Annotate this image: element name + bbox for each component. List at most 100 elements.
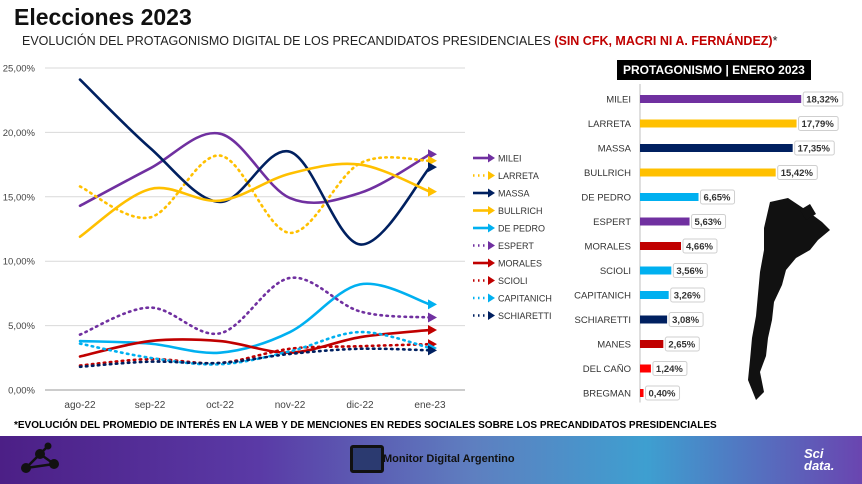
scidata-logo-sci: Sci xyxy=(804,446,824,461)
bar-value-box-manes xyxy=(664,336,700,352)
bar-manes xyxy=(640,340,664,348)
x-tick-label: nov-22 xyxy=(275,400,306,411)
y-tick-label: 20,00% xyxy=(3,128,36,139)
legend-label-milei: MILEI xyxy=(498,154,522,164)
bar-value-box-massa xyxy=(794,140,835,156)
scidata-logo: Sci data. xyxy=(804,446,835,473)
legend-label-espert: ESPERT xyxy=(498,241,534,251)
bar-value-massa: 17,35% xyxy=(798,144,831,155)
series-end-marker-morales xyxy=(428,324,437,335)
bar-larreta xyxy=(640,119,797,128)
bar-value-del-caño: 1,24% xyxy=(656,364,683,375)
legend-label-scioli: SCIOLI xyxy=(498,276,528,286)
legend-label-massa: MASSA xyxy=(498,189,530,199)
x-tick-label: ago-22 xyxy=(64,400,96,411)
bar-category-schiaretti: SCHIARETTI xyxy=(575,315,631,326)
bar-value-scioli: 3,56% xyxy=(676,266,703,277)
bar-category-scioli: SCIOLI xyxy=(600,266,631,277)
y-tick-label: 10,00% xyxy=(3,257,36,268)
argentina-map-icon xyxy=(748,198,830,400)
bar-morales xyxy=(640,242,682,250)
legend-label-de-pedro: DE PEDRO xyxy=(498,224,545,234)
bar-category-morales: MORALES xyxy=(585,242,631,253)
bar-chart: MILEI 18,32% LARRETA 17,79% MASSA 17,35% BULLR… xyxy=(574,84,844,403)
x-tick-label: ene-23 xyxy=(414,400,446,411)
legend-label-schiaretti: SCHIARETTI xyxy=(498,311,552,321)
bar-category-de-pedro: DE PEDRO xyxy=(581,193,631,204)
bar-scioli xyxy=(640,266,672,275)
bar-category-larreta: LARRETA xyxy=(588,119,632,130)
legend-arrow-scioli xyxy=(488,276,495,285)
legend-arrow-capitanich xyxy=(488,293,495,303)
page-subtitle: EVOLUCIÓN DEL PROTAGONISMO DIGITAL DE LO… xyxy=(22,34,777,48)
bar-category-massa: MASSA xyxy=(598,144,632,155)
bar-value-larreta: 17,79% xyxy=(802,119,835,130)
subtitle-asterisk: * xyxy=(772,34,778,48)
series-line-de-pedro xyxy=(78,282,432,355)
bar-value-capitanich: 3,26% xyxy=(674,291,701,302)
subtitle-exclusion: (SIN CFK, MACRI NI A. FERNÁNDEZ) xyxy=(554,34,773,48)
bar-category-manes: MANES xyxy=(597,340,631,351)
bar-category-bregman: BREGMAN xyxy=(583,389,631,400)
y-tick-label: 0,00% xyxy=(8,386,35,397)
bar-chart-title: PROTAGONISMO | ENERO 2023 xyxy=(617,60,811,80)
bar-value-box-del-caño xyxy=(652,361,688,376)
x-tick-label: oct-22 xyxy=(206,400,234,411)
bar-value-box-schiaretti xyxy=(668,312,704,327)
legend-label-bullrich: BULLRICH xyxy=(498,206,543,216)
bar-value-morales: 4,66% xyxy=(686,242,713,253)
y-tick-label: 15,00% xyxy=(3,192,36,203)
legend-arrow-espert xyxy=(488,241,495,250)
bar-category-bullrich: BULLRICH xyxy=(584,168,631,179)
subtitle-main: EVOLUCIÓN DEL PROTAGONISMO DIGITAL DE LO… xyxy=(22,34,551,48)
bar-category-milei: MILEI xyxy=(606,95,631,106)
scidata-logo-data: data. xyxy=(804,458,835,473)
line-chart: 0,00% 5,00% 10,00% 15,00% 20,00% 25,00% ago-22… xyxy=(3,64,552,412)
bar-value-de-pedro: 6,65% xyxy=(704,193,731,204)
series-end-marker-de-pedro xyxy=(428,299,437,310)
bar-category-espert: ESPERT xyxy=(593,217,631,228)
bar-value-schiaretti: 3,08% xyxy=(672,315,699,326)
bar-milei xyxy=(640,95,802,103)
bar-value-box-larreta xyxy=(798,116,839,131)
x-tick-label: dic-22 xyxy=(346,400,374,411)
series-line-espert xyxy=(78,276,432,336)
legend-arrow-milei xyxy=(488,153,495,163)
series-line-milei xyxy=(78,131,432,208)
bar-value-bullrich: 15,42% xyxy=(781,168,814,179)
network-icon xyxy=(21,442,59,473)
monitor-icon xyxy=(350,445,384,473)
bar-bullrich xyxy=(640,168,776,177)
legend-label-capitanich: CAPITANICH xyxy=(498,294,552,304)
y-tick-label: 5,00% xyxy=(8,321,35,332)
legend-label-morales: MORALES xyxy=(498,259,542,269)
bar-value-box-milei xyxy=(802,91,844,107)
page-title: Elecciones 2023 xyxy=(14,4,192,30)
bar-value-bregman: 0,40% xyxy=(649,389,676,400)
series-line-schiaretti xyxy=(78,347,432,369)
bar-value-box-bregman xyxy=(645,385,681,401)
bar-del-caño xyxy=(640,364,651,373)
series-end-marker-schiaretti xyxy=(428,345,437,356)
legend-arrow-bullrich xyxy=(488,206,495,215)
bar-value-box-scioli xyxy=(672,263,708,278)
series-line-morales xyxy=(78,328,432,358)
bar-bregman xyxy=(640,389,644,397)
y-tick-label: 25,00% xyxy=(3,64,36,75)
series-line-bullrich xyxy=(78,162,432,239)
bar-value-box-capitanich xyxy=(670,287,706,303)
x-tick-label: sep-22 xyxy=(135,400,166,411)
legend-arrow-de-pedro xyxy=(488,223,495,233)
series-end-marker-bullrich xyxy=(428,186,437,197)
bar-massa xyxy=(640,144,793,152)
bar-value-espert: 5,63% xyxy=(695,217,722,228)
bar-value-box-de-pedro xyxy=(700,189,736,205)
series-line-larreta xyxy=(78,154,432,235)
bar-category-capitanich: CAPITANICH xyxy=(574,291,631,302)
legend-arrow-schiaretti xyxy=(488,311,495,320)
bar-value-manes: 2,65% xyxy=(668,340,695,351)
bar-value-box-espert xyxy=(691,214,727,229)
bar-value-box-morales xyxy=(682,238,718,254)
footer-label: Monitor Digital Argentino xyxy=(383,453,515,465)
bar-value-box-bullrich xyxy=(777,165,818,180)
